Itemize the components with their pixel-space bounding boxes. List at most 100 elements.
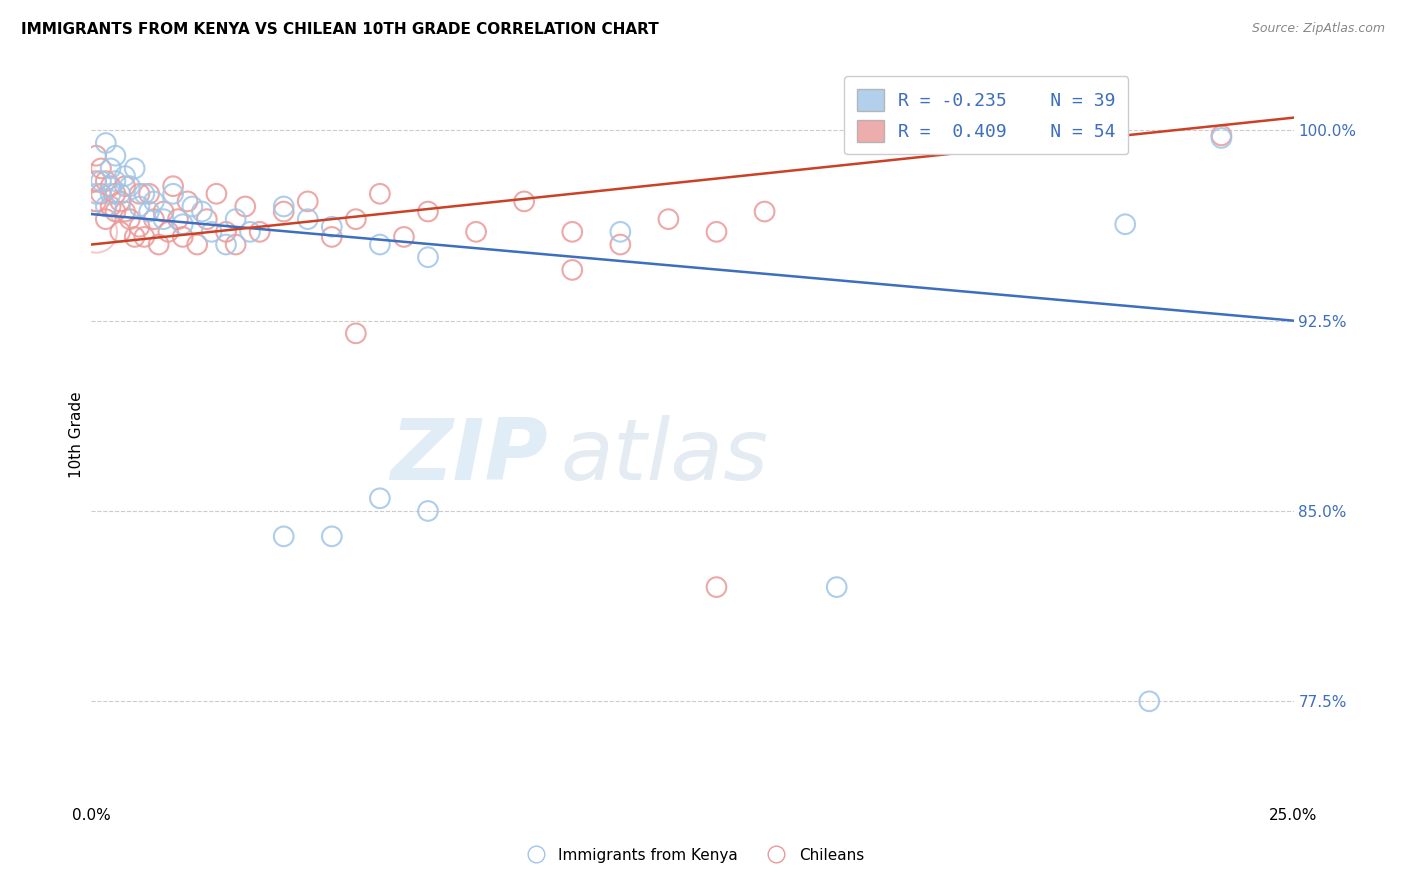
Y-axis label: 10th Grade: 10th Grade (69, 392, 84, 478)
Point (1114, 217, 1136, 231)
Point (825, 580, 848, 594)
Point (138, 186, 160, 201)
Point (321, 230, 343, 244)
Point (152, 204, 174, 219)
Point (100, 179, 122, 194)
Point (233, 199, 256, 213)
Point (1211, 128, 1233, 143)
Point (273, 529, 295, 543)
Point (138, 204, 160, 219)
Point (368, 491, 391, 506)
Point (94, 136, 117, 150)
Point (84, 194, 107, 209)
Point (114, 204, 136, 219)
Point (167, 212, 190, 227)
Point (94, 174, 117, 188)
Point (124, 161, 146, 176)
Point (148, 237, 170, 252)
Point (561, 225, 583, 239)
Point (110, 194, 132, 209)
Point (1137, 694, 1160, 708)
Point (239, 225, 262, 239)
Point (100, 186, 122, 201)
Point (128, 199, 150, 213)
Legend: Immigrants from Kenya, Chileans: Immigrants from Kenya, Chileans (515, 841, 870, 869)
Point (181, 199, 204, 213)
Point (321, 219, 343, 234)
Point (110, 225, 132, 239)
Point (84, 149, 107, 163)
Point (297, 194, 319, 209)
Point (134, 186, 156, 201)
Point (94, 212, 117, 227)
Point (609, 225, 631, 239)
Point (195, 212, 218, 227)
Point (186, 237, 208, 252)
Point (104, 204, 127, 219)
Point (157, 225, 180, 239)
Text: ZIP: ZIP (391, 416, 548, 499)
Point (110, 186, 132, 201)
Point (162, 179, 184, 194)
Point (465, 225, 488, 239)
Text: atlas: atlas (560, 416, 768, 499)
Point (118, 179, 141, 194)
Point (225, 237, 247, 252)
Point (368, 186, 391, 201)
Point (657, 212, 679, 227)
Point (297, 212, 319, 227)
Point (104, 149, 127, 163)
Point (205, 186, 228, 201)
Point (124, 230, 146, 244)
Point (561, 263, 583, 277)
Point (128, 186, 150, 201)
Point (90, 161, 112, 176)
Point (215, 237, 238, 252)
Point (321, 529, 343, 543)
Point (94, 199, 117, 213)
Point (201, 225, 224, 239)
Point (273, 199, 295, 213)
Point (84, 174, 107, 188)
Point (162, 186, 184, 201)
Point (172, 230, 194, 244)
Point (84, 186, 107, 201)
Point (104, 186, 127, 201)
Point (142, 212, 165, 227)
Point (176, 194, 198, 209)
Point (416, 504, 439, 518)
Point (104, 174, 127, 188)
Point (225, 212, 247, 227)
Point (114, 169, 136, 183)
Point (142, 194, 165, 209)
Point (114, 179, 136, 194)
Point (273, 204, 295, 219)
Point (513, 194, 536, 209)
Point (368, 237, 391, 252)
Point (215, 225, 238, 239)
Point (344, 212, 367, 227)
Point (100, 161, 122, 176)
Point (1211, 131, 1233, 145)
Point (128, 219, 150, 234)
Point (706, 580, 728, 594)
Point (609, 237, 631, 252)
Point (118, 212, 141, 227)
Point (249, 225, 271, 239)
Point (344, 326, 367, 341)
Text: Source: ZipAtlas.com: Source: ZipAtlas.com (1251, 22, 1385, 36)
Point (100, 199, 122, 213)
Point (191, 204, 214, 219)
Point (134, 230, 156, 244)
Point (172, 217, 194, 231)
Point (90, 186, 112, 201)
Point (392, 230, 415, 244)
Point (706, 225, 728, 239)
Point (416, 204, 439, 219)
Point (152, 212, 174, 227)
Point (754, 204, 776, 219)
Point (90, 174, 112, 188)
Point (416, 250, 439, 264)
Text: IMMIGRANTS FROM KENYA VS CHILEAN 10TH GRADE CORRELATION CHART: IMMIGRANTS FROM KENYA VS CHILEAN 10TH GR… (21, 22, 659, 37)
Point (84, 225, 107, 239)
